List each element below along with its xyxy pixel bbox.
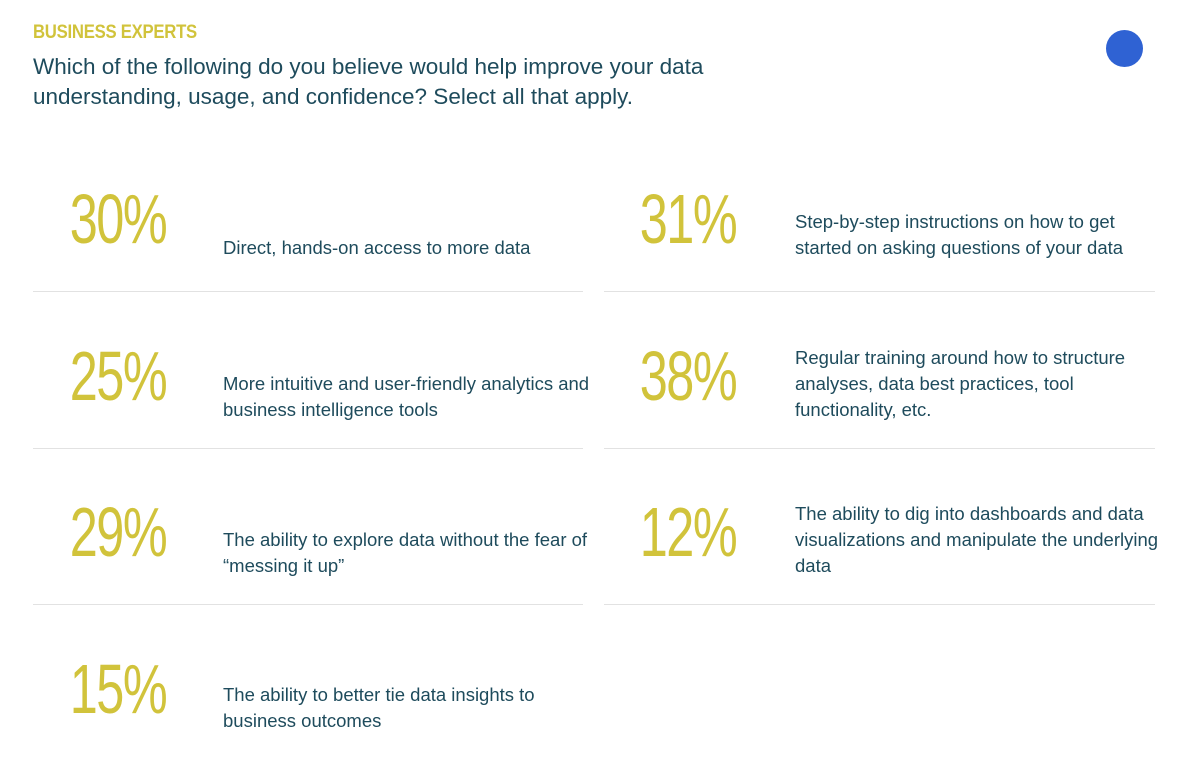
stat-item [604, 140, 1155, 292]
stat-percentage: 12% [639, 493, 738, 571]
stat-description: Regular training around how to structure… [795, 346, 1126, 420]
stat-description: The ability to explore data without the … [223, 529, 588, 576]
stat-item [33, 140, 583, 292]
stat-percentage: 30% [69, 180, 168, 258]
stat-percentage: 25% [69, 336, 168, 415]
brand-dot [1106, 30, 1143, 67]
stat-percentage: 31% [639, 180, 738, 258]
stat-description: The ability to dig into dashboards and d… [795, 503, 1159, 576]
stat-percentage: 38% [639, 336, 738, 415]
stat-percentage: 29% [69, 493, 168, 571]
stat-percentage: 15% [69, 649, 168, 728]
survey-question: Which of the following do you believe wo… [33, 54, 704, 109]
eyebrow-label: BUSINESS EXPERTS [33, 22, 197, 43]
stat-item [604, 453, 1155, 605]
stat-item [33, 297, 583, 449]
stat-description: Step-by-step instructions on how to get … [795, 211, 1124, 258]
stat-description: Direct, hands-on access to more data [223, 237, 531, 258]
stat-item [33, 453, 583, 605]
stat-description: The ability to better tie data insights … [223, 683, 535, 731]
stat-description: More intuitive and user-friendly analyti… [223, 372, 590, 420]
stat-item [604, 297, 1155, 449]
